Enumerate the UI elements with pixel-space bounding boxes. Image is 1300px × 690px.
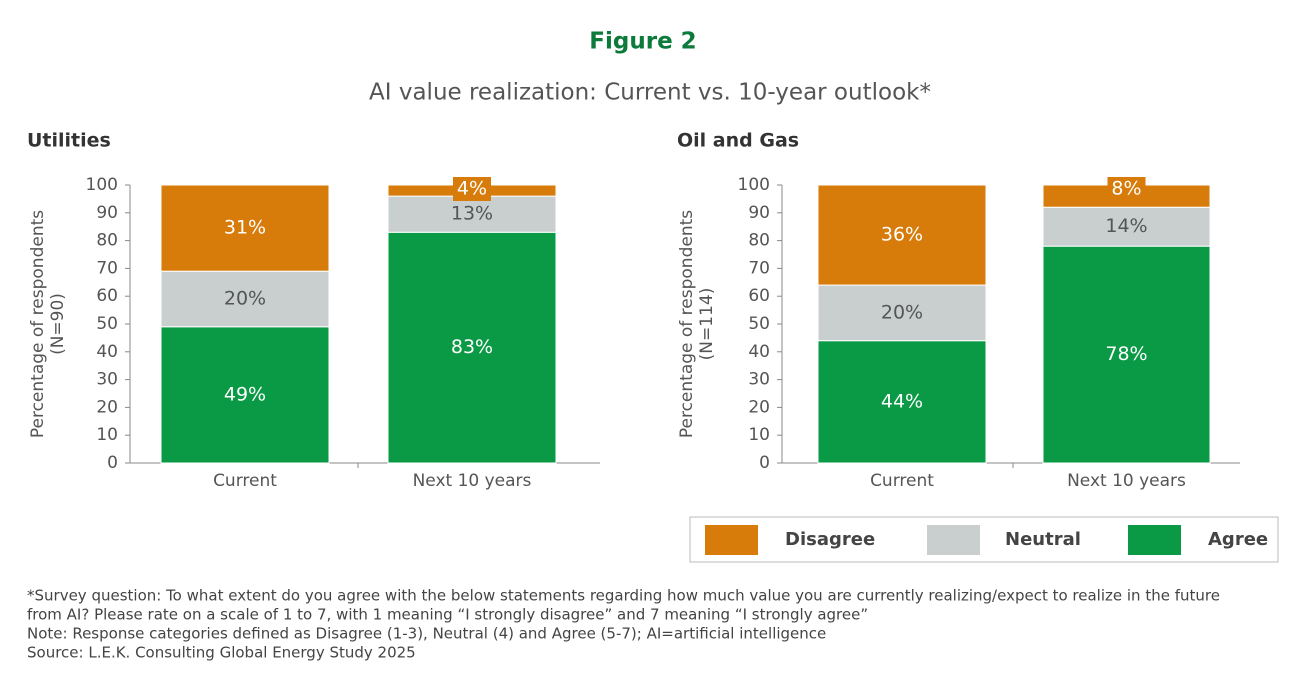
bar-segment [160,270,330,328]
y-axis-label: Percentage of respondents [677,210,697,438]
y-tick-label: 30 [96,370,118,390]
value-label: 36% [881,224,923,246]
value-label: 8% [1111,178,1141,200]
y-tick-label: 10 [748,425,770,445]
bar-segment [1042,206,1211,247]
y-tick-label: 60 [96,286,118,306]
value-label: 44% [881,390,923,412]
y-tick-label: 20 [96,397,118,417]
bar-segment [817,340,987,464]
value-label-bg [453,177,491,201]
y-axis-label: (N=114) [697,288,717,361]
y-tick-label: 50 [748,314,770,334]
value-label: 78% [1105,343,1147,365]
legend-swatch [927,525,980,555]
y-tick-label: 0 [107,453,118,473]
y-tick-label: 70 [96,258,118,278]
legend-label: Disagree [785,529,875,550]
y-tick-label: 20 [748,397,770,417]
value-label: 49% [224,383,266,405]
y-tick-label: 30 [748,370,770,390]
y-tick-label: 80 [748,231,770,251]
value-label: 20% [224,287,266,309]
figure-label: Figure 2 [589,29,696,55]
legend-label: Neutral [1005,529,1081,550]
bar-segment [160,326,330,464]
bar-segment [817,284,987,342]
bar-segment [387,195,557,233]
y-axis-label: Percentage of respondents [28,210,48,438]
value-label-bg [1107,177,1146,201]
bar-segment [1042,245,1211,464]
chart-title: Oil and Gas [677,130,799,152]
y-tick-label: 80 [96,231,118,251]
y-tick-label: 60 [748,286,770,306]
footnote: Source: L.E.K. Consulting Global Energy … [27,644,416,662]
x-tick-label: Current [213,471,277,491]
value-label: 4% [457,178,487,200]
legend-label: Agree [1208,529,1268,550]
bar-segment [160,184,330,272]
legend-swatch [705,525,758,555]
y-tick-label: 90 [748,203,770,223]
bar-segment [817,184,987,286]
footnote: from AI? Please rate on a scale of 1 to … [27,606,868,624]
y-tick-label: 50 [96,314,118,334]
y-tick-label: 70 [748,258,770,278]
y-tick-label: 40 [96,342,118,362]
x-tick-label: Current [870,471,934,491]
y-tick-label: 100 [86,175,118,195]
y-tick-label: 90 [96,203,118,223]
y-tick-label: 10 [96,425,118,445]
y-tick-label: 100 [738,175,770,195]
y-tick-label: 0 [759,453,770,473]
legend-box [689,516,1279,563]
legend-swatch [1128,525,1181,555]
x-tick-label: Next 10 years [1067,471,1186,491]
value-label: 31% [224,217,266,239]
x-tick-label: Next 10 years [413,471,532,491]
value-label: 13% [451,203,493,225]
footnote: Note: Response categories defined as Dis… [27,625,826,643]
value-label: 83% [451,336,493,358]
chart-title: Utilities [27,130,111,152]
y-axis-label: (N=90) [48,293,68,355]
y-tick-label: 40 [748,342,770,362]
value-label: 20% [881,301,923,323]
value-label: 14% [1105,215,1147,237]
bar-segment [387,231,557,464]
figure-title: AI value realization: Current vs. 10-yea… [369,80,931,106]
footnote: *Survey question: To what extent do you … [27,587,1220,605]
